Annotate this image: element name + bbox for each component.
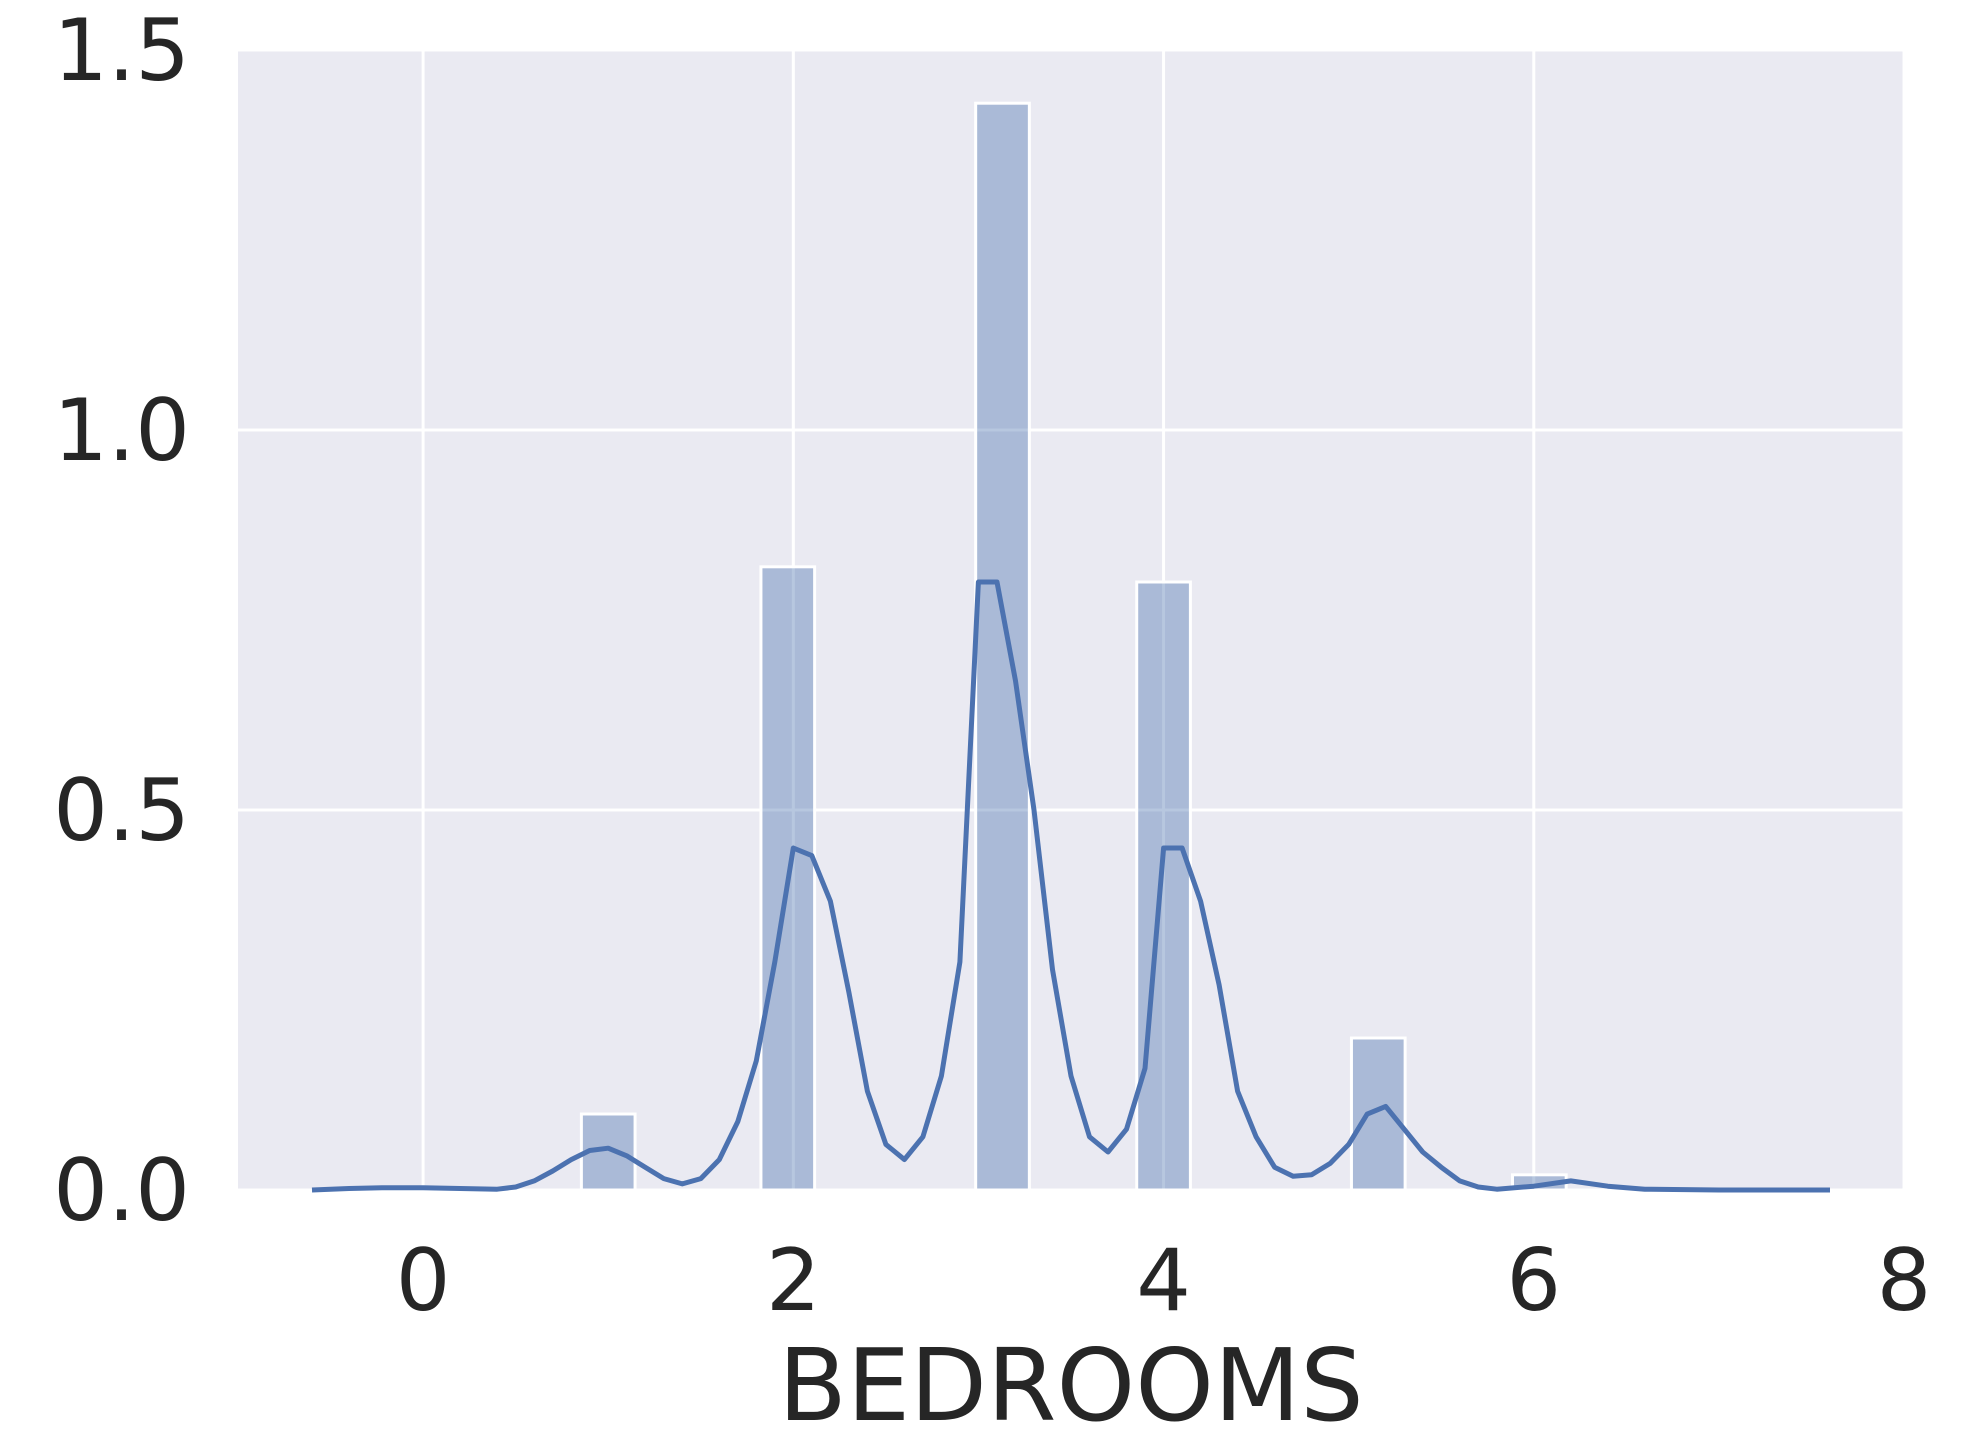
y-tick-label: 1.5 <box>53 1 190 101</box>
x-tick-label: 2 <box>766 1231 821 1331</box>
x-axis-label: BEDROOMS <box>778 1327 1363 1440</box>
x-tick-labels: 0 2 4 6 8 <box>396 1231 1932 1331</box>
histogram-bar <box>579 1112 637 1192</box>
histogram-bar <box>1135 580 1192 1192</box>
plot-background <box>238 50 1904 1190</box>
x-tick-label: 4 <box>1136 1231 1191 1331</box>
y-tick-label: 1.0 <box>53 381 190 481</box>
y-tick-label: 0.0 <box>53 1141 190 1241</box>
x-tick-label: 0 <box>396 1231 451 1331</box>
x-tick-label: 6 <box>1506 1231 1561 1331</box>
histogram-bars <box>579 101 1568 1192</box>
kde-curve <box>311 579 1830 1193</box>
y-tick-labels: 0.0 0.5 1.0 1.5 <box>53 1 190 1241</box>
x-tick-label: 8 <box>1877 1231 1932 1331</box>
y-tick-label: 0.5 <box>53 761 190 861</box>
histogram-bar <box>974 101 1031 1192</box>
x-gridlines <box>421 50 1906 1190</box>
histogram-bar <box>1349 1036 1407 1192</box>
